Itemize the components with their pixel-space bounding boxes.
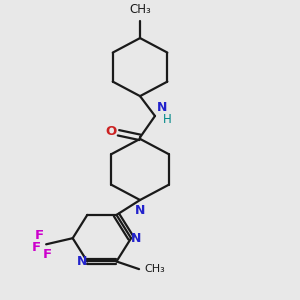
- Text: O: O: [106, 125, 117, 138]
- Text: F: F: [35, 229, 44, 242]
- Text: F: F: [43, 248, 52, 261]
- Text: H: H: [163, 112, 172, 125]
- Text: CH₃: CH₃: [129, 3, 151, 16]
- Text: N: N: [131, 232, 142, 245]
- Text: F: F: [32, 241, 41, 254]
- Text: N: N: [77, 255, 87, 268]
- Text: N: N: [135, 204, 145, 217]
- Text: CH₃: CH₃: [144, 264, 165, 274]
- Text: N: N: [157, 101, 167, 115]
